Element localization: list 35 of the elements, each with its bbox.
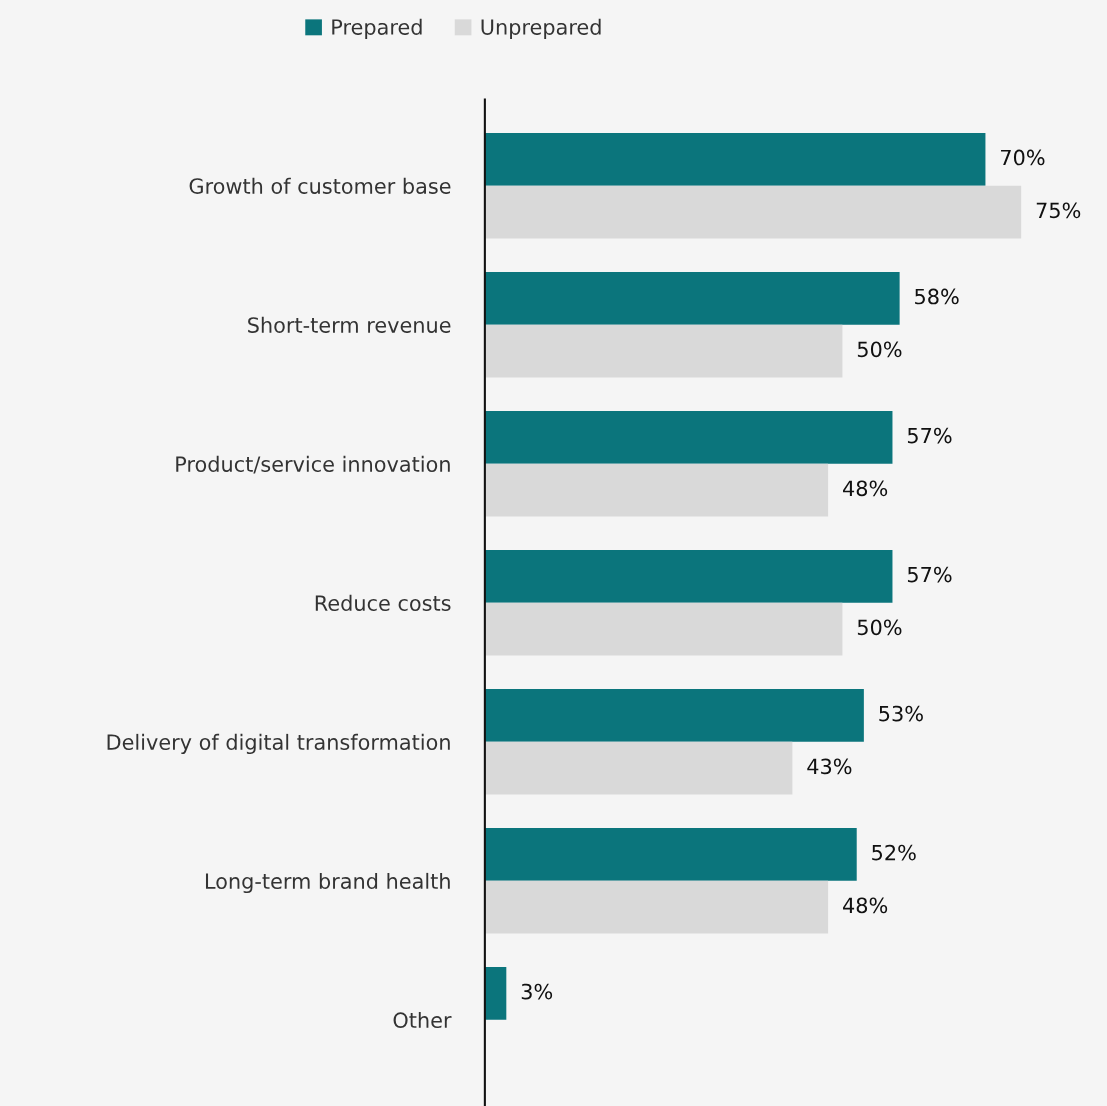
data-label: 70% [1001,149,1045,166]
y-tick-label: Short-term revenue [248,316,451,333]
data-label: 57% [907,566,952,583]
data-label: 48% [843,897,888,914]
legend-label: Prepared [332,18,422,39]
y-tick-label: Growth of customer base [189,177,451,194]
bar [484,966,507,1020]
bar [484,688,864,742]
bar [484,549,893,603]
bar [484,410,893,464]
data-label: 52% [872,844,916,861]
y-tick-label: Other [393,1011,452,1029]
data-label: 50% [857,341,902,358]
data-label: 53% [879,705,923,722]
data-label: 43% [807,758,852,775]
data-label: 58% [915,288,959,305]
data-label: 57% [907,427,952,444]
bar [484,741,793,795]
bar [484,185,1022,239]
bar [484,602,843,656]
y-tick-label: Delivery of digital transformation [107,733,450,755]
data-label: 50% [857,619,902,636]
bar [484,271,900,325]
data-label: 75% [1036,202,1081,219]
bar [484,132,986,186]
y-tick-label: Reduce costs [315,594,451,611]
y-tick-label: Product/service innovation [176,455,450,474]
bar [484,324,843,378]
data-label: 3% [521,983,553,1000]
bar [484,880,829,934]
y-tick-label: Long-term brand health [205,872,450,894]
bar [484,827,857,881]
bar [484,463,829,517]
data-label: 48% [843,480,888,497]
legend-label: Unprepared [481,18,601,39]
